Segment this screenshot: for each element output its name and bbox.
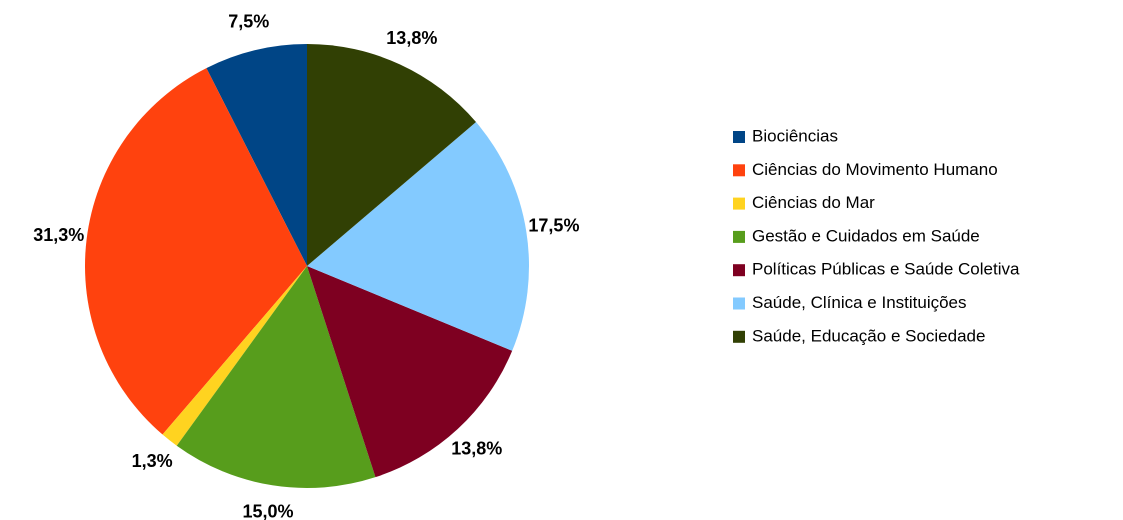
legend-swatch <box>733 264 745 277</box>
pie-slice <box>176 266 376 488</box>
pie-slice <box>162 266 307 446</box>
legend-label: Biociências <box>752 126 838 145</box>
pie-slice <box>206 44 307 266</box>
pie-slice <box>307 266 513 478</box>
data-label: 7,5% <box>228 12 269 32</box>
legend-label: Políticas Públicas e Saúde Coletiva <box>752 260 1020 279</box>
pie-slice <box>85 68 307 435</box>
data-label: 13,8% <box>451 438 502 458</box>
pie-slice <box>307 43 477 267</box>
data-label: 31,3% <box>33 225 84 245</box>
data-label: 15,0% <box>242 502 293 520</box>
legend-swatch <box>733 330 745 343</box>
data-label: 1,3% <box>132 451 173 471</box>
legend-swatch <box>733 131 745 143</box>
legend-label: Saúde, Clínica e Instituições <box>752 293 967 312</box>
legend-label: Saúde, Educação e Sociedade <box>752 326 985 345</box>
legend-swatch <box>733 197 745 210</box>
legend-swatch <box>733 164 745 177</box>
legend-label: Ciências do Mar <box>752 193 875 212</box>
legend-label: Ciências do Movimento Humano <box>752 160 998 179</box>
data-label: 13,8% <box>386 28 437 48</box>
legend-label: Gestão e Cuidados em Saúde <box>752 226 980 245</box>
legend-swatch <box>733 230 745 243</box>
legend-swatch <box>733 297 745 310</box>
data-label: 17,5% <box>528 216 579 236</box>
pie-slice <box>307 122 529 351</box>
